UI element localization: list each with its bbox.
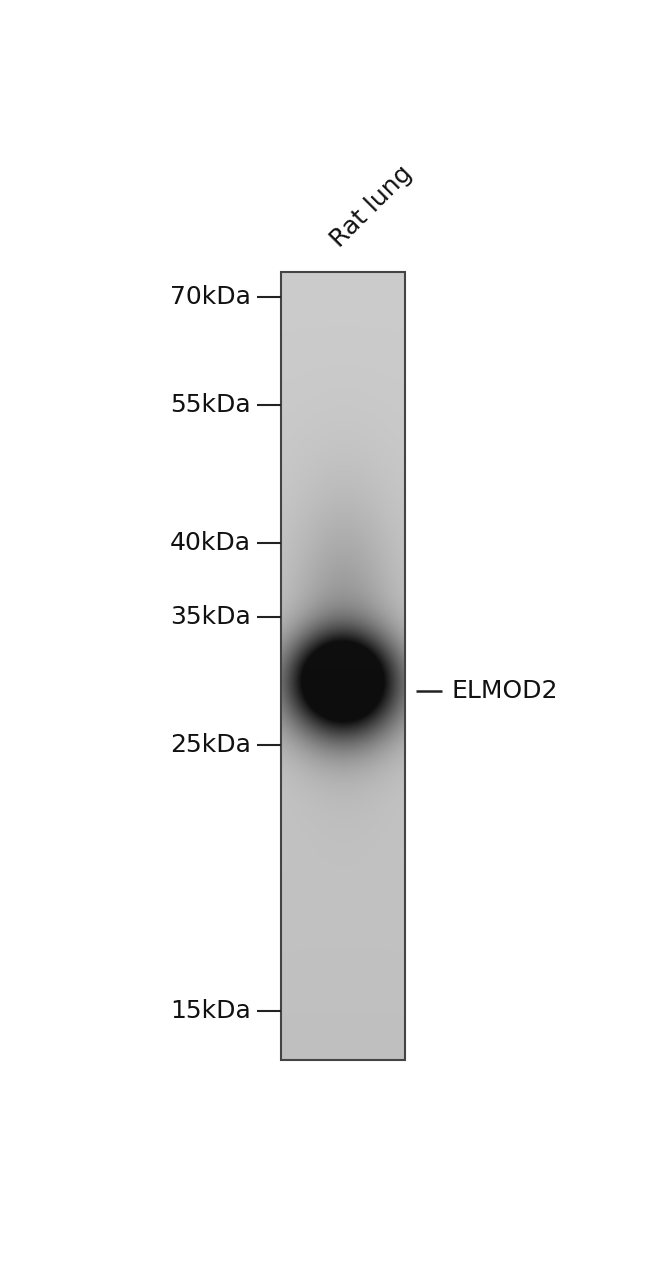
Text: 35kDa: 35kDa [171, 605, 251, 628]
Text: 70kDa: 70kDa [170, 284, 251, 308]
Text: ELMOD2: ELMOD2 [452, 678, 558, 703]
Text: 40kDa: 40kDa [170, 531, 251, 556]
Text: 55kDa: 55kDa [171, 393, 251, 417]
Text: 25kDa: 25kDa [170, 733, 251, 756]
Bar [281, 271, 405, 1060]
Text: Rat lung: Rat lung [326, 161, 417, 252]
Text: 15kDa: 15kDa [171, 1000, 251, 1023]
